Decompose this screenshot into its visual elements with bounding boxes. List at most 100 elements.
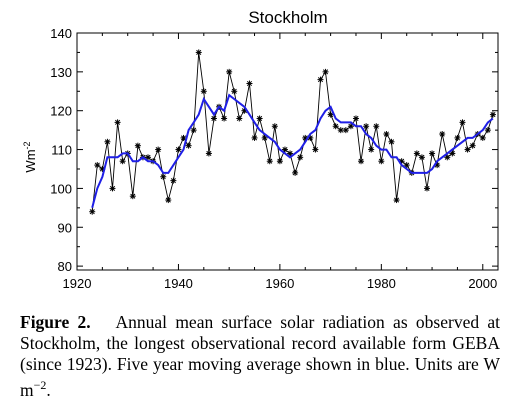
figure-label: Figure 2. — [20, 312, 91, 332]
observed-point — [337, 127, 344, 134]
point-mark-d2 — [120, 158, 126, 164]
point-mark-d2 — [180, 135, 187, 141]
point-mark-d2 — [221, 115, 227, 122]
point-mark-d2 — [338, 127, 344, 133]
point-mark-d2 — [287, 150, 293, 156]
moving-average-line — [91, 93, 494, 209]
point-mark-d2 — [439, 131, 445, 137]
point-mark-d2 — [490, 112, 496, 118]
point-mark-d2 — [231, 88, 237, 94]
observed-point — [261, 134, 268, 141]
observed-point — [210, 115, 217, 122]
observed-point — [297, 154, 304, 161]
y-axis-label-exponent: -2 — [22, 141, 32, 149]
point-mark-d2 — [115, 119, 121, 125]
observed-point — [322, 68, 329, 75]
point-mark-d2 — [277, 158, 283, 164]
point-mark-d2 — [312, 147, 318, 153]
observed-point — [246, 80, 253, 87]
units-exponent: −2 — [33, 378, 47, 392]
point-mark-d2 — [191, 127, 197, 133]
y-tick-label-90: 90 — [58, 220, 72, 235]
figure-caption: Figure 2. Annual mean surface solar radi… — [20, 312, 500, 401]
point-mark-d2 — [267, 158, 273, 164]
observed-point — [388, 138, 395, 145]
observed-point — [281, 146, 288, 153]
point-mark-d2 — [155, 147, 161, 153]
point-mark-d2 — [414, 150, 420, 156]
observed-point — [423, 185, 430, 192]
observed-point — [317, 76, 324, 83]
y-tick-label-80: 80 — [58, 259, 72, 274]
point-mark-d2 — [368, 147, 374, 153]
point-mark-d2 — [353, 115, 359, 122]
observed-series-line — [91, 52, 494, 212]
point-mark-d2 — [94, 162, 100, 168]
point-mark-d2 — [363, 123, 369, 129]
observed-point — [170, 177, 177, 184]
point-mark-d2 — [328, 112, 334, 118]
observed-point — [200, 88, 207, 95]
point-mark-d2 — [170, 178, 176, 184]
caption-end: . — [46, 379, 51, 400]
y-tick-label-110: 110 — [51, 143, 72, 158]
point-mark-d2 — [297, 154, 303, 160]
observed-point — [342, 127, 349, 134]
observed-point — [205, 150, 212, 157]
y-tick-label-120: 120 — [50, 104, 72, 119]
point-mark-d2 — [272, 123, 278, 129]
observed-point — [489, 111, 496, 118]
observed-point — [332, 123, 339, 130]
observed-point — [160, 173, 167, 180]
observed-point — [464, 146, 471, 153]
y-tick-label-100: 100 — [50, 181, 72, 196]
x-tick-label-2000: 2000 — [468, 276, 497, 291]
point-mark-d2 — [302, 135, 308, 141]
point-mark-d2 — [109, 185, 116, 191]
observed-point — [94, 162, 101, 169]
observed-point — [459, 119, 466, 126]
observed-point — [195, 49, 202, 56]
observed-point — [89, 208, 96, 215]
point-mark-d2 — [348, 123, 354, 129]
point-mark-d2 — [419, 154, 425, 160]
point-mark-d2 — [145, 154, 151, 160]
observed-point — [190, 127, 197, 134]
observed-point — [439, 131, 446, 138]
point-mark-d2 — [196, 49, 202, 55]
point-mark-d2 — [459, 119, 466, 125]
point-mark-d2 — [257, 115, 263, 122]
x-tick-label-1920: 1920 — [63, 276, 92, 291]
observed-point — [165, 197, 172, 204]
observed-point — [256, 115, 263, 122]
point-mark-d2 — [262, 135, 268, 141]
observed-point — [129, 193, 136, 200]
point-mark-d2 — [449, 150, 455, 156]
point-mark-d2 — [383, 131, 389, 137]
point-mark-d2 — [104, 139, 110, 145]
point-mark-d2 — [480, 135, 486, 141]
observed-point — [276, 158, 283, 165]
point-mark-d2 — [292, 170, 298, 176]
point-mark-d2 — [333, 123, 339, 129]
point-mark-d2 — [160, 174, 166, 180]
y-tick-label-140: 140 — [50, 26, 72, 41]
point-mark-d2 — [388, 139, 395, 145]
point-mark-d2 — [135, 143, 141, 149]
point-mark-d2 — [378, 158, 384, 164]
point-mark-d2 — [343, 127, 349, 133]
observed-point — [221, 115, 228, 122]
observed-point — [469, 142, 476, 149]
y-tick-label-130: 130 — [50, 65, 72, 80]
point-mark-d2 — [444, 154, 450, 160]
observed-point — [114, 119, 121, 126]
point-mark-d2 — [404, 162, 410, 168]
observed-point — [454, 134, 461, 141]
chart-title: Stockholm — [248, 8, 327, 27]
chart: Stockholm Wm-2 80 90 100 110 120 130 140 1920 19… — [22, 8, 499, 291]
point-mark-d2 — [322, 69, 329, 75]
point-mark-d2 — [470, 143, 476, 149]
observed-point — [327, 111, 334, 118]
point-mark-d2 — [211, 115, 217, 122]
point-mark-d2 — [246, 80, 253, 87]
